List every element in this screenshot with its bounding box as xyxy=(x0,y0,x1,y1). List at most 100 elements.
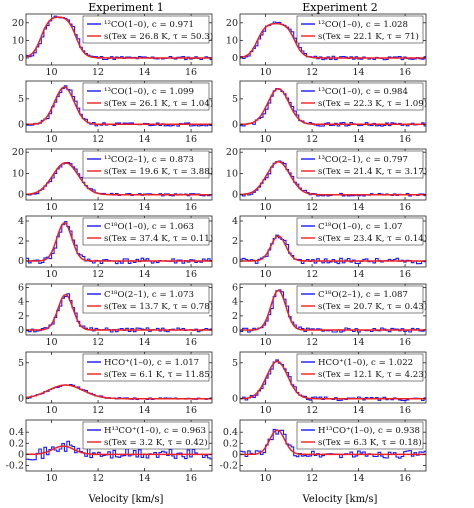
y-tick-label: 0 xyxy=(232,53,238,64)
legend-entry-model: s(Tex = 19.6 K, τ = 3.88) xyxy=(104,166,213,177)
legend-entry-observed: ¹²CO(1–0), c = 0.971 xyxy=(104,19,194,30)
y-tick-label: -0.2 xyxy=(6,460,24,471)
y-tick-label: 0 xyxy=(232,256,238,267)
legend-entry-observed: H¹³CO⁺(1–0), c = 0.938 xyxy=(318,425,420,436)
x-tick-label: 10 xyxy=(260,67,272,78)
model-fit-line xyxy=(240,235,426,262)
y-tick-label: 0.4 xyxy=(9,427,24,438)
observed-spectrum-line xyxy=(240,289,426,333)
x-tick-label: 14 xyxy=(139,269,151,280)
model-fit-line xyxy=(240,22,426,59)
model-fit-line xyxy=(26,445,212,456)
x-tick-label: 12 xyxy=(306,269,318,280)
x-tick-label: 12 xyxy=(306,337,318,348)
x-tick-label: 14 xyxy=(139,134,151,145)
model-fit-line xyxy=(240,360,426,400)
legend-entry-observed: ¹³CO(1–0), c = 1.099 xyxy=(104,86,194,97)
x-axis-label-right: Velocity [km/s] xyxy=(302,494,378,505)
y-tick-label: 4 xyxy=(18,297,24,308)
y-tick-label: 2 xyxy=(18,311,24,322)
x-tick-label: 14 xyxy=(353,337,365,348)
legend-entry-model: s(Tex = 22.3 K, τ = 1.09) xyxy=(318,98,427,109)
x-tick-label: 14 xyxy=(353,269,365,280)
x-tick-label: 10 xyxy=(46,67,58,78)
axes-frame xyxy=(25,351,213,404)
y-tick-label: 0 xyxy=(232,325,238,336)
legend-entry-model: s(Tex = 26.1 K, τ = 1.04) xyxy=(104,98,213,109)
legend-entry-model: s(Tex = 13.7 K, τ = 0.78) xyxy=(104,301,213,312)
legend-box xyxy=(296,217,424,246)
axes-frame xyxy=(239,351,427,404)
model-fit-line xyxy=(26,86,212,126)
x-tick-label: 16 xyxy=(399,473,411,484)
x-tick-label: 14 xyxy=(139,67,151,78)
x-tick-label: 12 xyxy=(92,269,104,280)
model-fit-line xyxy=(26,16,212,59)
y-tick-label: 0 xyxy=(232,449,238,460)
x-tick-label: 12 xyxy=(92,405,104,416)
x-tick-label: 12 xyxy=(92,67,104,78)
y-tick-label: 6 xyxy=(18,283,24,294)
x-tick-label: 12 xyxy=(92,202,104,213)
legend-entry-observed: ¹³CO(1–0), c = 0.984 xyxy=(318,86,409,97)
axes-frame xyxy=(239,419,427,472)
x-tick-label: 14 xyxy=(139,202,151,213)
legend-entry-model: s(Tex = 20.7 K, τ = 0.43) xyxy=(318,301,427,312)
x-tick-label: 16 xyxy=(399,269,411,280)
axes-frame xyxy=(25,148,213,201)
model-fit-line xyxy=(26,162,212,196)
x-tick-label: 12 xyxy=(306,473,318,484)
legend-entry-observed: ¹²CO(1–0), c = 1.028 xyxy=(318,19,408,30)
y-tick-label: 0 xyxy=(232,119,238,130)
x-tick-label: 16 xyxy=(399,337,411,348)
legend-box xyxy=(82,421,210,450)
y-tick-label: 2 xyxy=(232,236,238,247)
x-tick-label: 10 xyxy=(260,473,272,484)
x-tick-label: 16 xyxy=(185,405,197,416)
y-tick-label: 4 xyxy=(18,216,24,227)
x-tick-label: 14 xyxy=(353,67,365,78)
legend-entry-observed: ¹³CO(2–1), c = 0.797 xyxy=(318,154,408,165)
x-tick-label: 12 xyxy=(306,67,318,78)
x-tick-label: 10 xyxy=(46,473,58,484)
y-tick-label: 10 xyxy=(12,168,24,179)
legend-box xyxy=(296,15,424,44)
axes-frame xyxy=(25,80,213,133)
x-tick-label: 16 xyxy=(185,269,197,280)
legend-entry-model: s(Tex = 26.8 K, τ = 50.3) xyxy=(104,31,213,42)
x-tick-label: 12 xyxy=(306,405,318,416)
y-tick-label: 20 xyxy=(226,147,238,158)
legend-box xyxy=(296,353,424,382)
legend-entry-model: s(Tex = 12.1 K, τ = 4.23) xyxy=(318,369,427,380)
y-tick-label: 10 xyxy=(226,168,238,179)
model-fit-line xyxy=(240,429,426,456)
y-tick-label: 0 xyxy=(18,190,24,201)
panel-r6-c1: 10 12 14 16 -0.200.20.4 H¹³CO⁺(1–0), c = 0.93… xyxy=(220,419,427,484)
x-tick-label: 16 xyxy=(399,134,411,145)
observed-spectrum-line xyxy=(26,440,212,461)
legend-entry-observed: C¹⁸O(2–1), c = 1.087 xyxy=(318,289,408,300)
x-tick-label: 10 xyxy=(260,202,272,213)
panel-r6-c0: 10 12 14 16 -0.200.20.4 H¹³CO⁺(1–0), c = 0.96… xyxy=(6,419,213,484)
x-tick-label: 12 xyxy=(306,134,318,145)
observed-spectrum-line xyxy=(26,384,212,401)
y-tick-label: 5 xyxy=(232,358,238,369)
y-tick-label: 4 xyxy=(232,216,238,227)
legend-entry-observed: ¹³CO(2–1), c = 0.873 xyxy=(104,154,194,165)
axes-frame xyxy=(25,13,213,66)
y-tick-label: 0 xyxy=(18,394,24,405)
x-tick-label: 10 xyxy=(46,202,58,213)
legend-box xyxy=(296,150,424,179)
x-tick-label: 14 xyxy=(353,473,365,484)
legend-box xyxy=(82,217,210,246)
legend-entry-observed: HCO⁺(1–0), c = 1.017 xyxy=(104,357,199,368)
y-tick-label: 20 xyxy=(12,18,24,29)
